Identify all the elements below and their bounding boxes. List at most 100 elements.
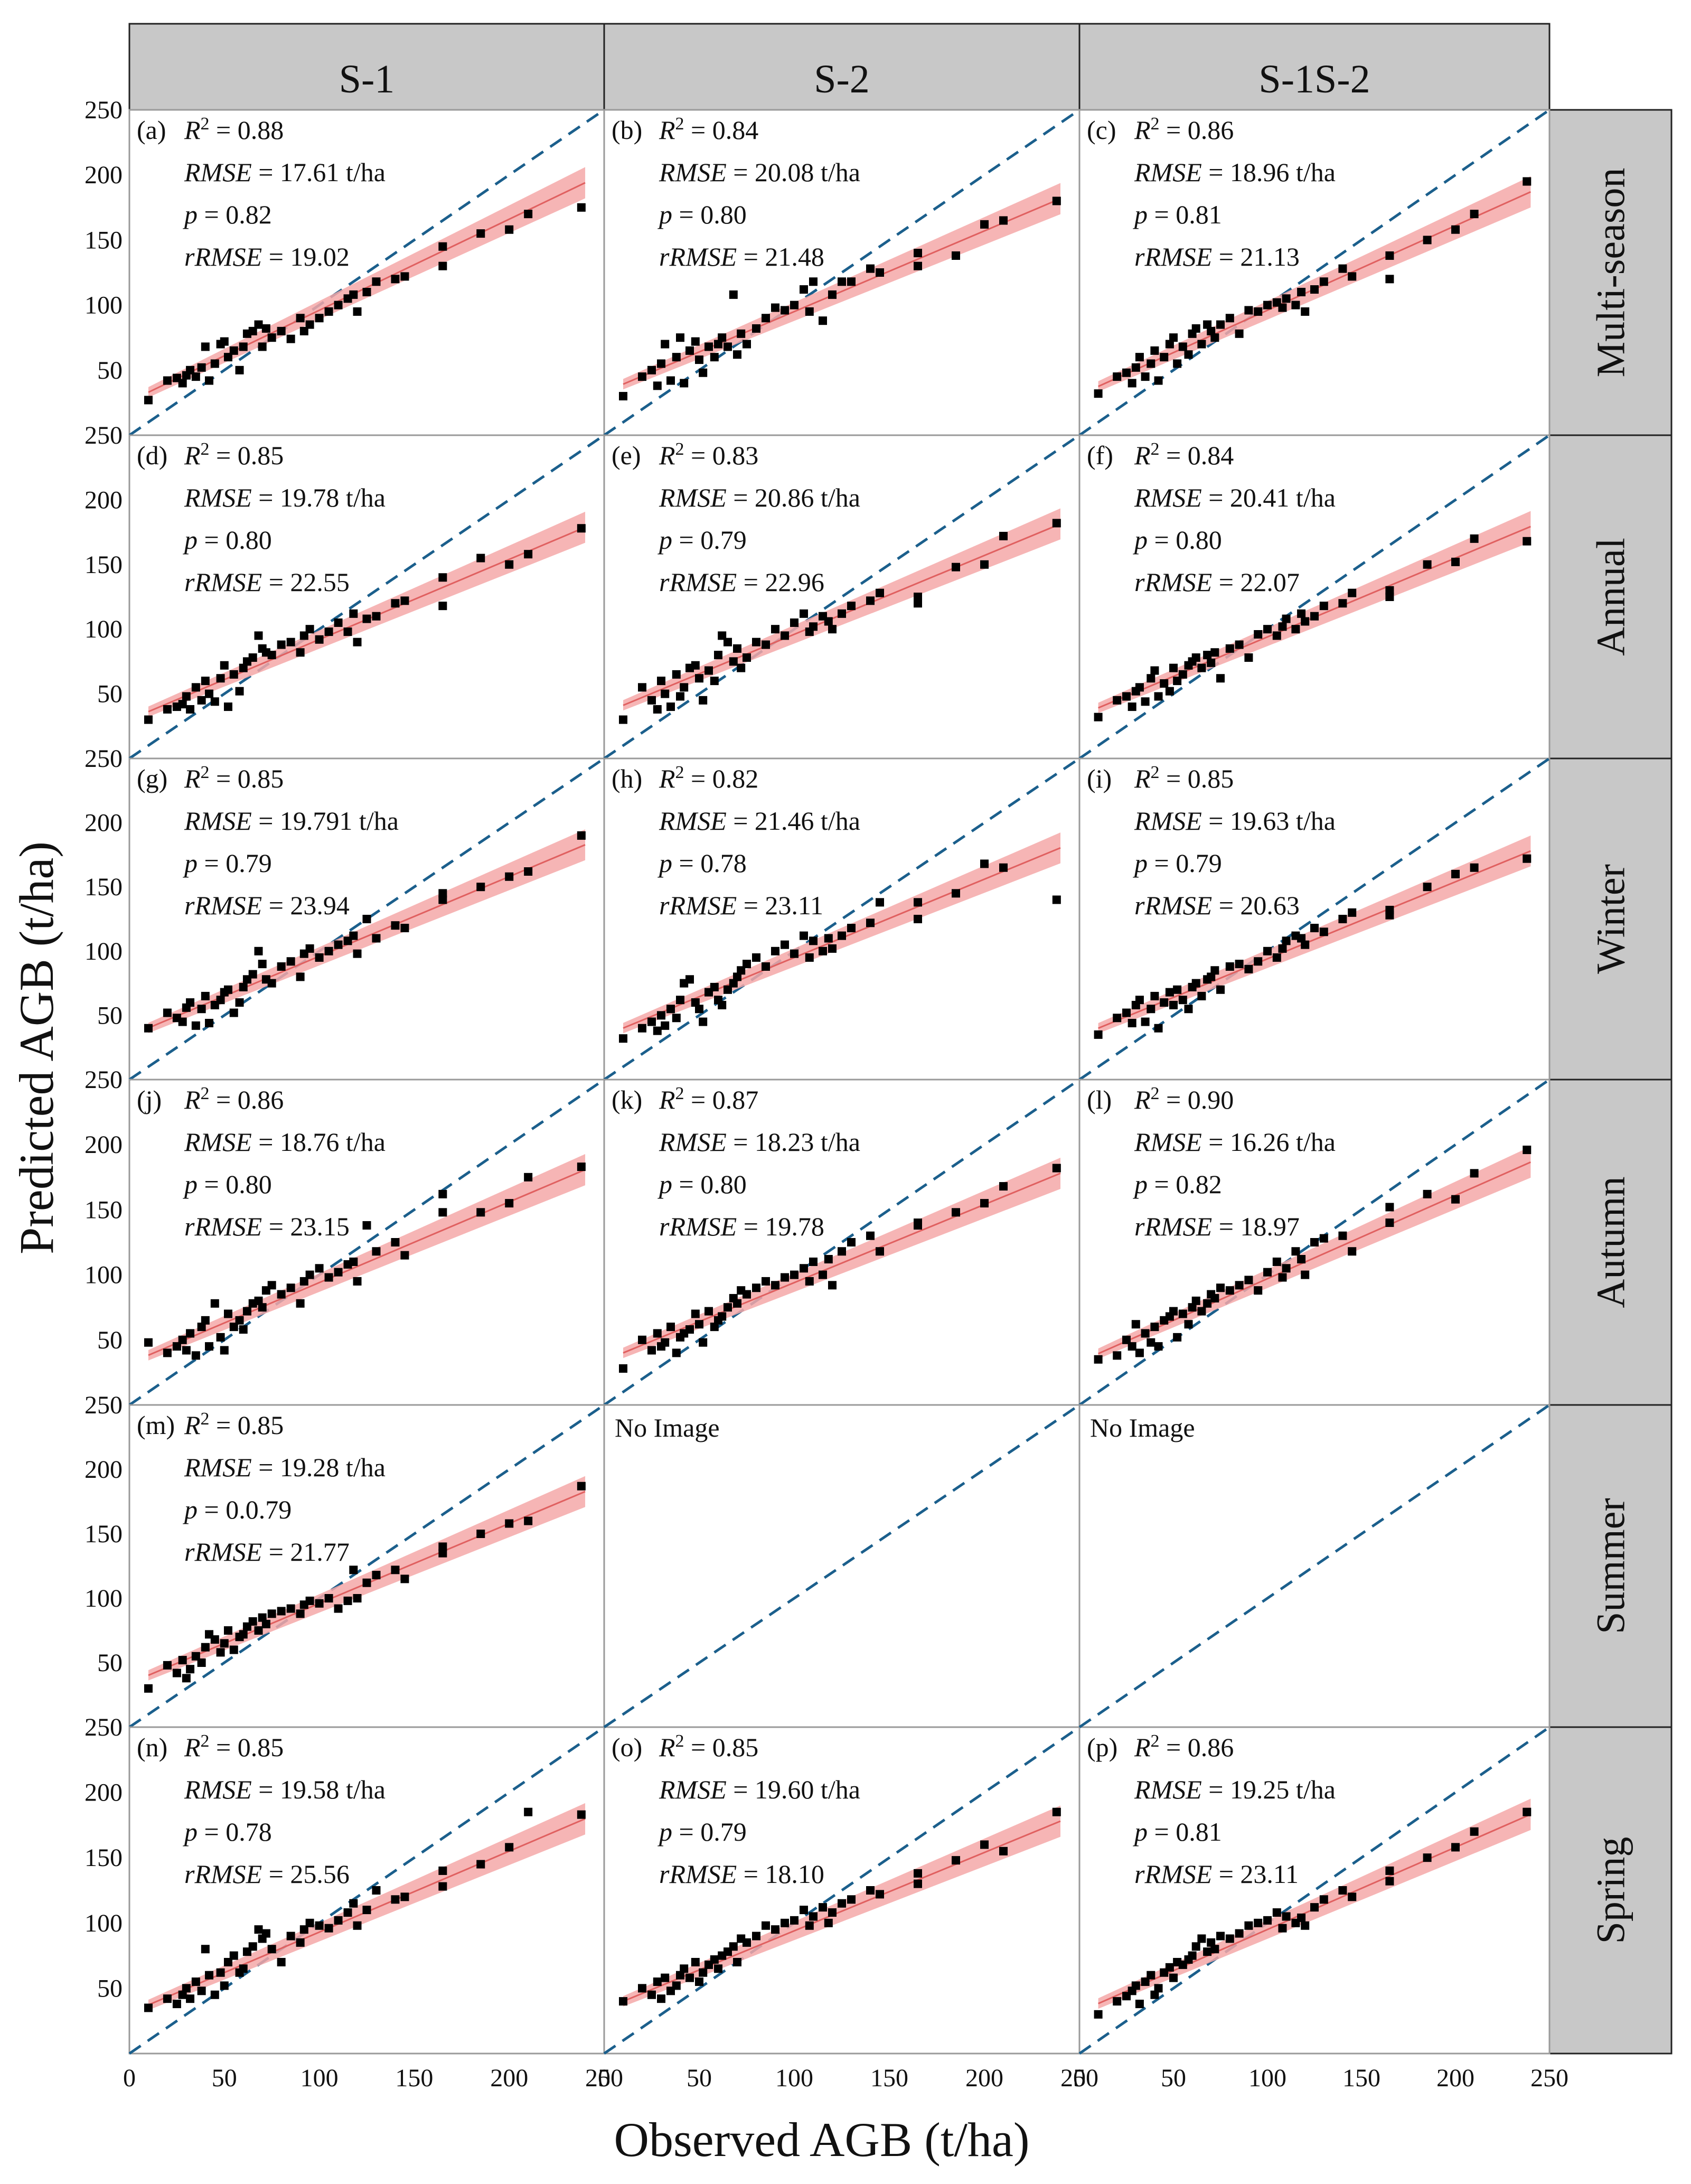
data-point bbox=[691, 998, 700, 1007]
data-point bbox=[1235, 960, 1244, 969]
data-point bbox=[1150, 666, 1159, 675]
data-point bbox=[1178, 670, 1187, 679]
r2-value: R2 = 0.85 bbox=[184, 1731, 284, 1762]
data-point bbox=[1128, 1342, 1136, 1351]
data-point bbox=[216, 1333, 225, 1342]
data-point bbox=[952, 563, 960, 571]
data-point bbox=[1310, 1238, 1319, 1246]
data-point bbox=[178, 700, 187, 709]
data-point bbox=[672, 1981, 681, 1990]
data-point bbox=[178, 1017, 187, 1026]
data-point bbox=[1385, 251, 1394, 260]
data-point bbox=[1470, 863, 1479, 872]
data-point bbox=[239, 1325, 248, 1334]
data-point bbox=[144, 1684, 153, 1693]
data-point bbox=[1272, 631, 1281, 640]
data-point bbox=[710, 982, 719, 991]
data-point bbox=[847, 602, 856, 611]
data-point bbox=[999, 1182, 1008, 1191]
one-to-one-line bbox=[128, 1403, 605, 1729]
data-point bbox=[201, 342, 210, 351]
panel-label: (n) bbox=[137, 1732, 167, 1762]
data-point bbox=[210, 359, 219, 368]
data-point bbox=[220, 337, 229, 346]
data-point bbox=[729, 979, 738, 988]
y-tick-label: 250 bbox=[84, 421, 123, 449]
data-point bbox=[205, 1018, 214, 1027]
data-point bbox=[163, 1994, 172, 2003]
data-point bbox=[828, 625, 837, 634]
data-point bbox=[1216, 320, 1225, 329]
p-value: p = 0.82 bbox=[183, 200, 272, 229]
data-point bbox=[805, 953, 814, 962]
panel-label: (o) bbox=[612, 1732, 642, 1762]
data-point bbox=[476, 1208, 485, 1217]
data-point bbox=[1169, 333, 1178, 342]
y-tick-label: 150 bbox=[84, 873, 123, 901]
panel-n: (n) R2 = 0.85 RMSE = 19.58 t/ha p = 0.78 rRM… bbox=[128, 1726, 605, 2055]
data-point bbox=[828, 1281, 837, 1290]
rrmse-value: rRMSE = 23.11 bbox=[659, 891, 823, 920]
data-point bbox=[277, 1957, 286, 1966]
data-point bbox=[305, 1596, 314, 1605]
x-tick-label: 200 bbox=[1436, 2064, 1474, 2092]
data-point bbox=[315, 1264, 324, 1273]
data-point bbox=[729, 657, 738, 666]
row-header-label: Spring bbox=[1589, 1837, 1633, 1944]
data-point bbox=[438, 261, 447, 270]
data-point bbox=[657, 1011, 665, 1020]
data-point bbox=[144, 2003, 153, 2012]
data-point bbox=[1173, 1333, 1182, 1342]
data-point bbox=[277, 962, 286, 971]
data-point bbox=[1165, 687, 1174, 696]
y-tick-label: 100 bbox=[84, 1585, 123, 1613]
data-point bbox=[805, 1277, 814, 1286]
data-point bbox=[676, 333, 684, 342]
data-point bbox=[299, 631, 308, 640]
rmse-value: RMSE = 18.96 t/ha bbox=[1134, 157, 1336, 187]
fit-line bbox=[1098, 850, 1531, 1029]
data-point bbox=[704, 342, 713, 351]
data-point bbox=[144, 396, 153, 405]
panel-label: (c) bbox=[1087, 115, 1116, 145]
data-point bbox=[254, 320, 263, 329]
r2-value: R2 = 0.83 bbox=[659, 439, 758, 470]
data-point bbox=[1122, 1008, 1131, 1017]
data-point bbox=[876, 588, 884, 597]
data-point bbox=[952, 1856, 960, 1865]
data-point bbox=[680, 1964, 689, 1973]
data-point bbox=[790, 301, 798, 310]
data-point bbox=[1154, 1984, 1163, 1993]
data-point bbox=[819, 946, 827, 955]
data-point bbox=[1113, 1997, 1122, 2006]
panel-k: (k) R2 = 0.87 RMSE = 18.23 t/ha p = 0.80 rRM… bbox=[603, 1078, 1081, 1407]
data-point bbox=[324, 307, 333, 316]
x-tick-label: 250 bbox=[1530, 2064, 1568, 2092]
r2-value: R2 = 0.85 bbox=[184, 1409, 284, 1440]
data-point bbox=[305, 1918, 314, 1927]
column-header-2 bbox=[603, 23, 1081, 111]
data-point bbox=[258, 1613, 267, 1622]
data-point bbox=[980, 1199, 989, 1208]
y-tick-label: 100 bbox=[84, 615, 123, 643]
data-point bbox=[1184, 1005, 1193, 1014]
data-point bbox=[1319, 1895, 1328, 1904]
data-point bbox=[1147, 1971, 1155, 1980]
panel-a: (a) R2 = 0.88 RMSE = 17.61 t/ha p = 0.82 rRM… bbox=[128, 108, 605, 437]
data-point bbox=[400, 1251, 409, 1260]
one-to-one-line bbox=[1078, 1726, 1551, 2055]
data-point bbox=[210, 1990, 219, 1999]
data-point bbox=[372, 1571, 381, 1580]
no-image-text: No Image bbox=[615, 1413, 720, 1442]
data-point bbox=[1523, 177, 1532, 186]
data-point bbox=[1165, 1963, 1174, 1972]
data-point bbox=[1203, 651, 1212, 660]
y-tick-label: 250 bbox=[84, 1391, 123, 1419]
data-point bbox=[577, 1482, 586, 1491]
x-tick-label: 50 bbox=[687, 2064, 712, 2092]
data-point bbox=[248, 326, 257, 335]
data-point bbox=[1131, 363, 1140, 372]
data-point bbox=[1141, 1017, 1150, 1026]
data-point bbox=[267, 979, 276, 988]
data-point bbox=[653, 705, 662, 714]
